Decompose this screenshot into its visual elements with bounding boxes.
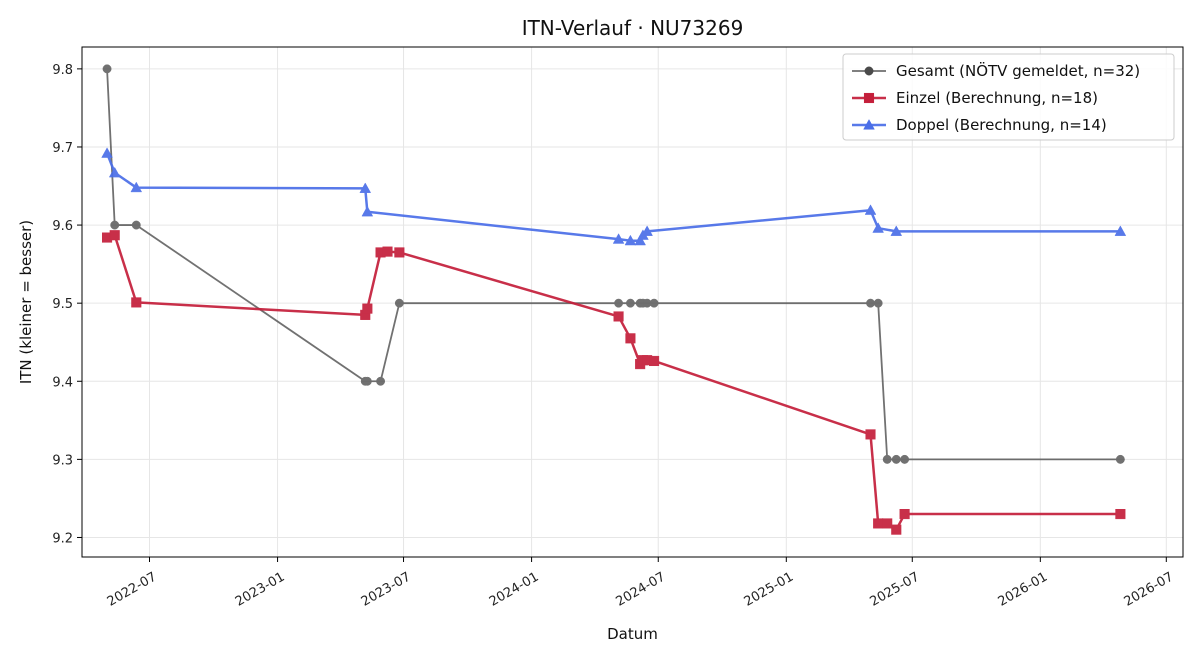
square-marker (613, 311, 624, 322)
triangle-marker (634, 234, 646, 246)
square-marker (865, 429, 876, 440)
axes: 2022-07 2023-01 2023-07 2024-01 2024-07 2025-… (52, 63, 1176, 610)
triangle-marker (108, 166, 121, 178)
square-marker (362, 303, 373, 314)
triangle-marker (130, 181, 143, 193)
y-tick-label: 9.6 (52, 219, 73, 234)
legend: Gesamt (NÖTV gemeldet, n=32) Einzel (Bere… (842, 53, 1175, 141)
circle-marker (625, 298, 635, 308)
square-marker (873, 518, 884, 529)
y-axis-title: ITN (kleiner = besser) (17, 220, 35, 384)
x-tick-label: 2026-07 (1122, 570, 1177, 610)
square-marker (394, 247, 405, 258)
circle-marker (376, 376, 386, 386)
y-tick-label: 9.4 (52, 375, 73, 390)
circle-marker (891, 454, 901, 464)
legend-label: Gesamt (NÖTV gemeldet, n=32) (896, 61, 1140, 80)
triangle-marker (624, 234, 637, 246)
legend-box (842, 53, 1175, 141)
circle-marker (1115, 454, 1125, 464)
square-marker (1115, 508, 1126, 520)
square-marker (882, 518, 893, 529)
square-marker (625, 333, 636, 344)
triangle-marker (361, 205, 374, 217)
square-marker (131, 297, 142, 308)
legend-entry: Einzel (Berechnung, n=18) (852, 89, 1098, 107)
x-tick-label: 2024-07 (614, 570, 669, 610)
triangle-marker (641, 225, 653, 236)
triangle-marker (863, 119, 875, 130)
triangle-marker (1114, 225, 1127, 236)
square-marker (899, 508, 910, 520)
x-tick-label: 2023-01 (233, 570, 288, 610)
y-tick-label: 9.7 (52, 141, 73, 156)
circle-marker (873, 298, 883, 308)
x-tick-label: 2022-07 (105, 570, 160, 610)
plot-frame (81, 46, 1184, 558)
circle-marker (864, 66, 874, 76)
circle-marker (362, 376, 372, 386)
circle-marker (866, 298, 875, 308)
series-line (106, 233, 1121, 531)
triangle-marker (864, 204, 877, 215)
series-line (105, 152, 1121, 242)
legend-label: Einzel (Berechnung, n=18) (896, 89, 1098, 107)
triangle-marker (890, 225, 903, 236)
circle-marker (900, 454, 910, 464)
x-tick-label: 2025-01 (742, 570, 797, 610)
circle-marker (394, 298, 404, 308)
square-marker (649, 355, 660, 367)
series-circle (102, 64, 1125, 464)
circle-marker (614, 298, 624, 308)
circle-marker (131, 220, 141, 230)
y-tick-label: 9.3 (52, 453, 73, 468)
series-layer (101, 64, 1127, 535)
x-axis-title: Datum (607, 625, 658, 643)
square-marker (109, 230, 120, 241)
y-tick-label: 9.2 (52, 531, 73, 546)
x-tick-label: 2023-07 (359, 570, 414, 610)
circle-marker (649, 298, 659, 308)
triangle-marker (359, 182, 372, 193)
x-tick-label: 2024-01 (487, 570, 542, 610)
y-tick-label: 9.5 (52, 297, 73, 312)
circle-marker (102, 64, 112, 74)
square-marker (863, 92, 875, 104)
y-tick-label: 9.8 (52, 63, 73, 78)
legend-entry: Gesamt (NÖTV gemeldet, n=32) (852, 61, 1140, 80)
triangle-marker (612, 233, 625, 244)
legend-entry: Doppel (Berechnung, n=14) (852, 116, 1107, 134)
circle-marker (110, 220, 120, 230)
circle-marker (882, 454, 892, 464)
x-tick-label: 2025-07 (868, 570, 923, 610)
triangle-marker (872, 222, 884, 233)
legend-label: Doppel (Berechnung, n=14) (896, 116, 1107, 134)
square-marker (382, 246, 393, 257)
chart-title: ITN-Verlauf · NU73269 (522, 16, 744, 40)
square-marker (891, 524, 902, 535)
x-tick-label: 2026-01 (996, 570, 1051, 610)
series-square (102, 230, 1126, 535)
triangle-marker (101, 147, 113, 158)
series-triangle (101, 147, 1127, 246)
